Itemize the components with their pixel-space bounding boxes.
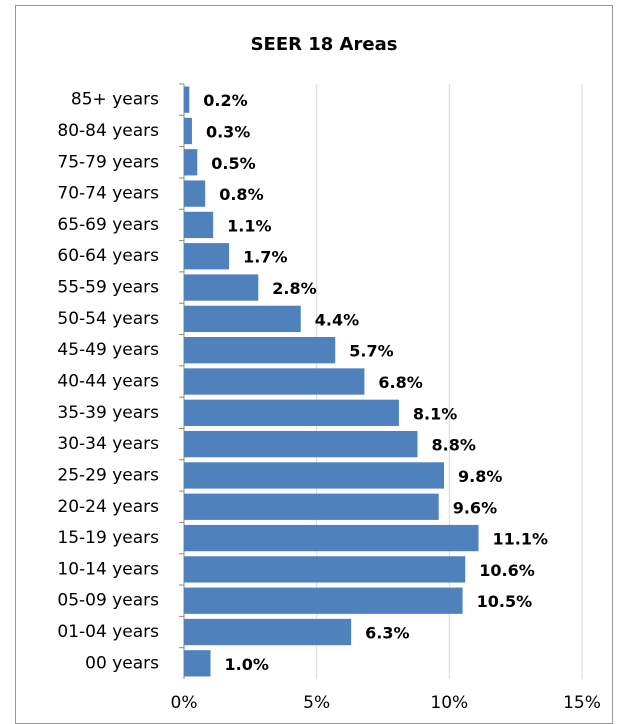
y-tick-label: 80-84 years: [57, 121, 159, 141]
bar: [184, 305, 301, 333]
y-tick-label: 35-39 years: [57, 403, 159, 423]
value-label: 0.2%: [203, 91, 247, 110]
chart-border: [15, 5, 613, 724]
chart-title: SEER 18 Areas: [251, 34, 398, 55]
bar: [184, 556, 466, 583]
value-label: 9.6%: [453, 498, 497, 517]
value-label: 8.1%: [413, 404, 457, 423]
y-tick-label: 60-64 years: [57, 246, 159, 266]
value-label: 1.7%: [243, 248, 287, 267]
value-label: 0.5%: [211, 154, 255, 173]
value-label: 8.8%: [431, 436, 475, 455]
y-tick-label: 55-59 years: [57, 278, 159, 298]
value-label: 0.3%: [206, 122, 250, 141]
value-label: 2.8%: [272, 279, 316, 298]
y-tick-label: 75-79 years: [57, 152, 159, 172]
value-label: 5.7%: [349, 342, 393, 361]
bar: [184, 462, 445, 489]
value-label: 1.1%: [227, 216, 271, 235]
value-label: 10.6%: [479, 561, 535, 580]
y-tick-label: 05-09 years: [57, 591, 159, 611]
bar: [184, 618, 352, 646]
value-label: 6.3%: [365, 624, 409, 643]
bar: [184, 211, 214, 239]
bar: [184, 399, 399, 426]
value-label: 0.8%: [219, 185, 263, 204]
y-tick-label: 10-14 years: [57, 559, 159, 579]
bar: [184, 650, 211, 677]
bar: [184, 587, 463, 614]
x-tick-label: 10%: [430, 693, 468, 713]
bar: [184, 274, 259, 301]
bar: [184, 180, 206, 207]
value-label: 6.8%: [378, 373, 422, 392]
x-tick-label: 5%: [303, 693, 330, 713]
y-tick-label: 25-29 years: [57, 465, 159, 485]
y-tick-label: 20-24 years: [57, 497, 159, 517]
bar: [184, 117, 192, 145]
y-tick-label: 85+ years: [71, 90, 159, 110]
y-tick-label: 45-49 years: [57, 340, 159, 360]
bar: [184, 149, 198, 176]
bar: [184, 368, 365, 395]
bar: [184, 86, 190, 113]
y-tick-label: 00 years: [85, 653, 159, 673]
bar: [184, 524, 479, 552]
x-tick-label: 15%: [563, 693, 601, 713]
y-tick-label: 65-69 years: [57, 215, 159, 235]
y-tick-label: 15-19 years: [57, 528, 159, 548]
bar: [184, 243, 230, 270]
x-tick-label: 0%: [171, 693, 198, 713]
bar: [184, 337, 336, 364]
y-tick-label: 30-34 years: [57, 434, 159, 454]
y-tick-label: 01-04 years: [57, 622, 159, 642]
y-tick-label: 50-54 years: [57, 309, 159, 329]
value-label: 11.1%: [493, 530, 549, 549]
value-label: 10.5%: [477, 592, 533, 611]
value-label: 1.0%: [225, 655, 269, 674]
y-tick-label: 70-74 years: [57, 184, 159, 204]
value-label: 9.8%: [458, 467, 502, 486]
y-tick-label: 40-44 years: [57, 372, 159, 392]
bar: [184, 493, 439, 520]
bar: [184, 430, 418, 458]
value-label: 4.4%: [315, 310, 359, 329]
